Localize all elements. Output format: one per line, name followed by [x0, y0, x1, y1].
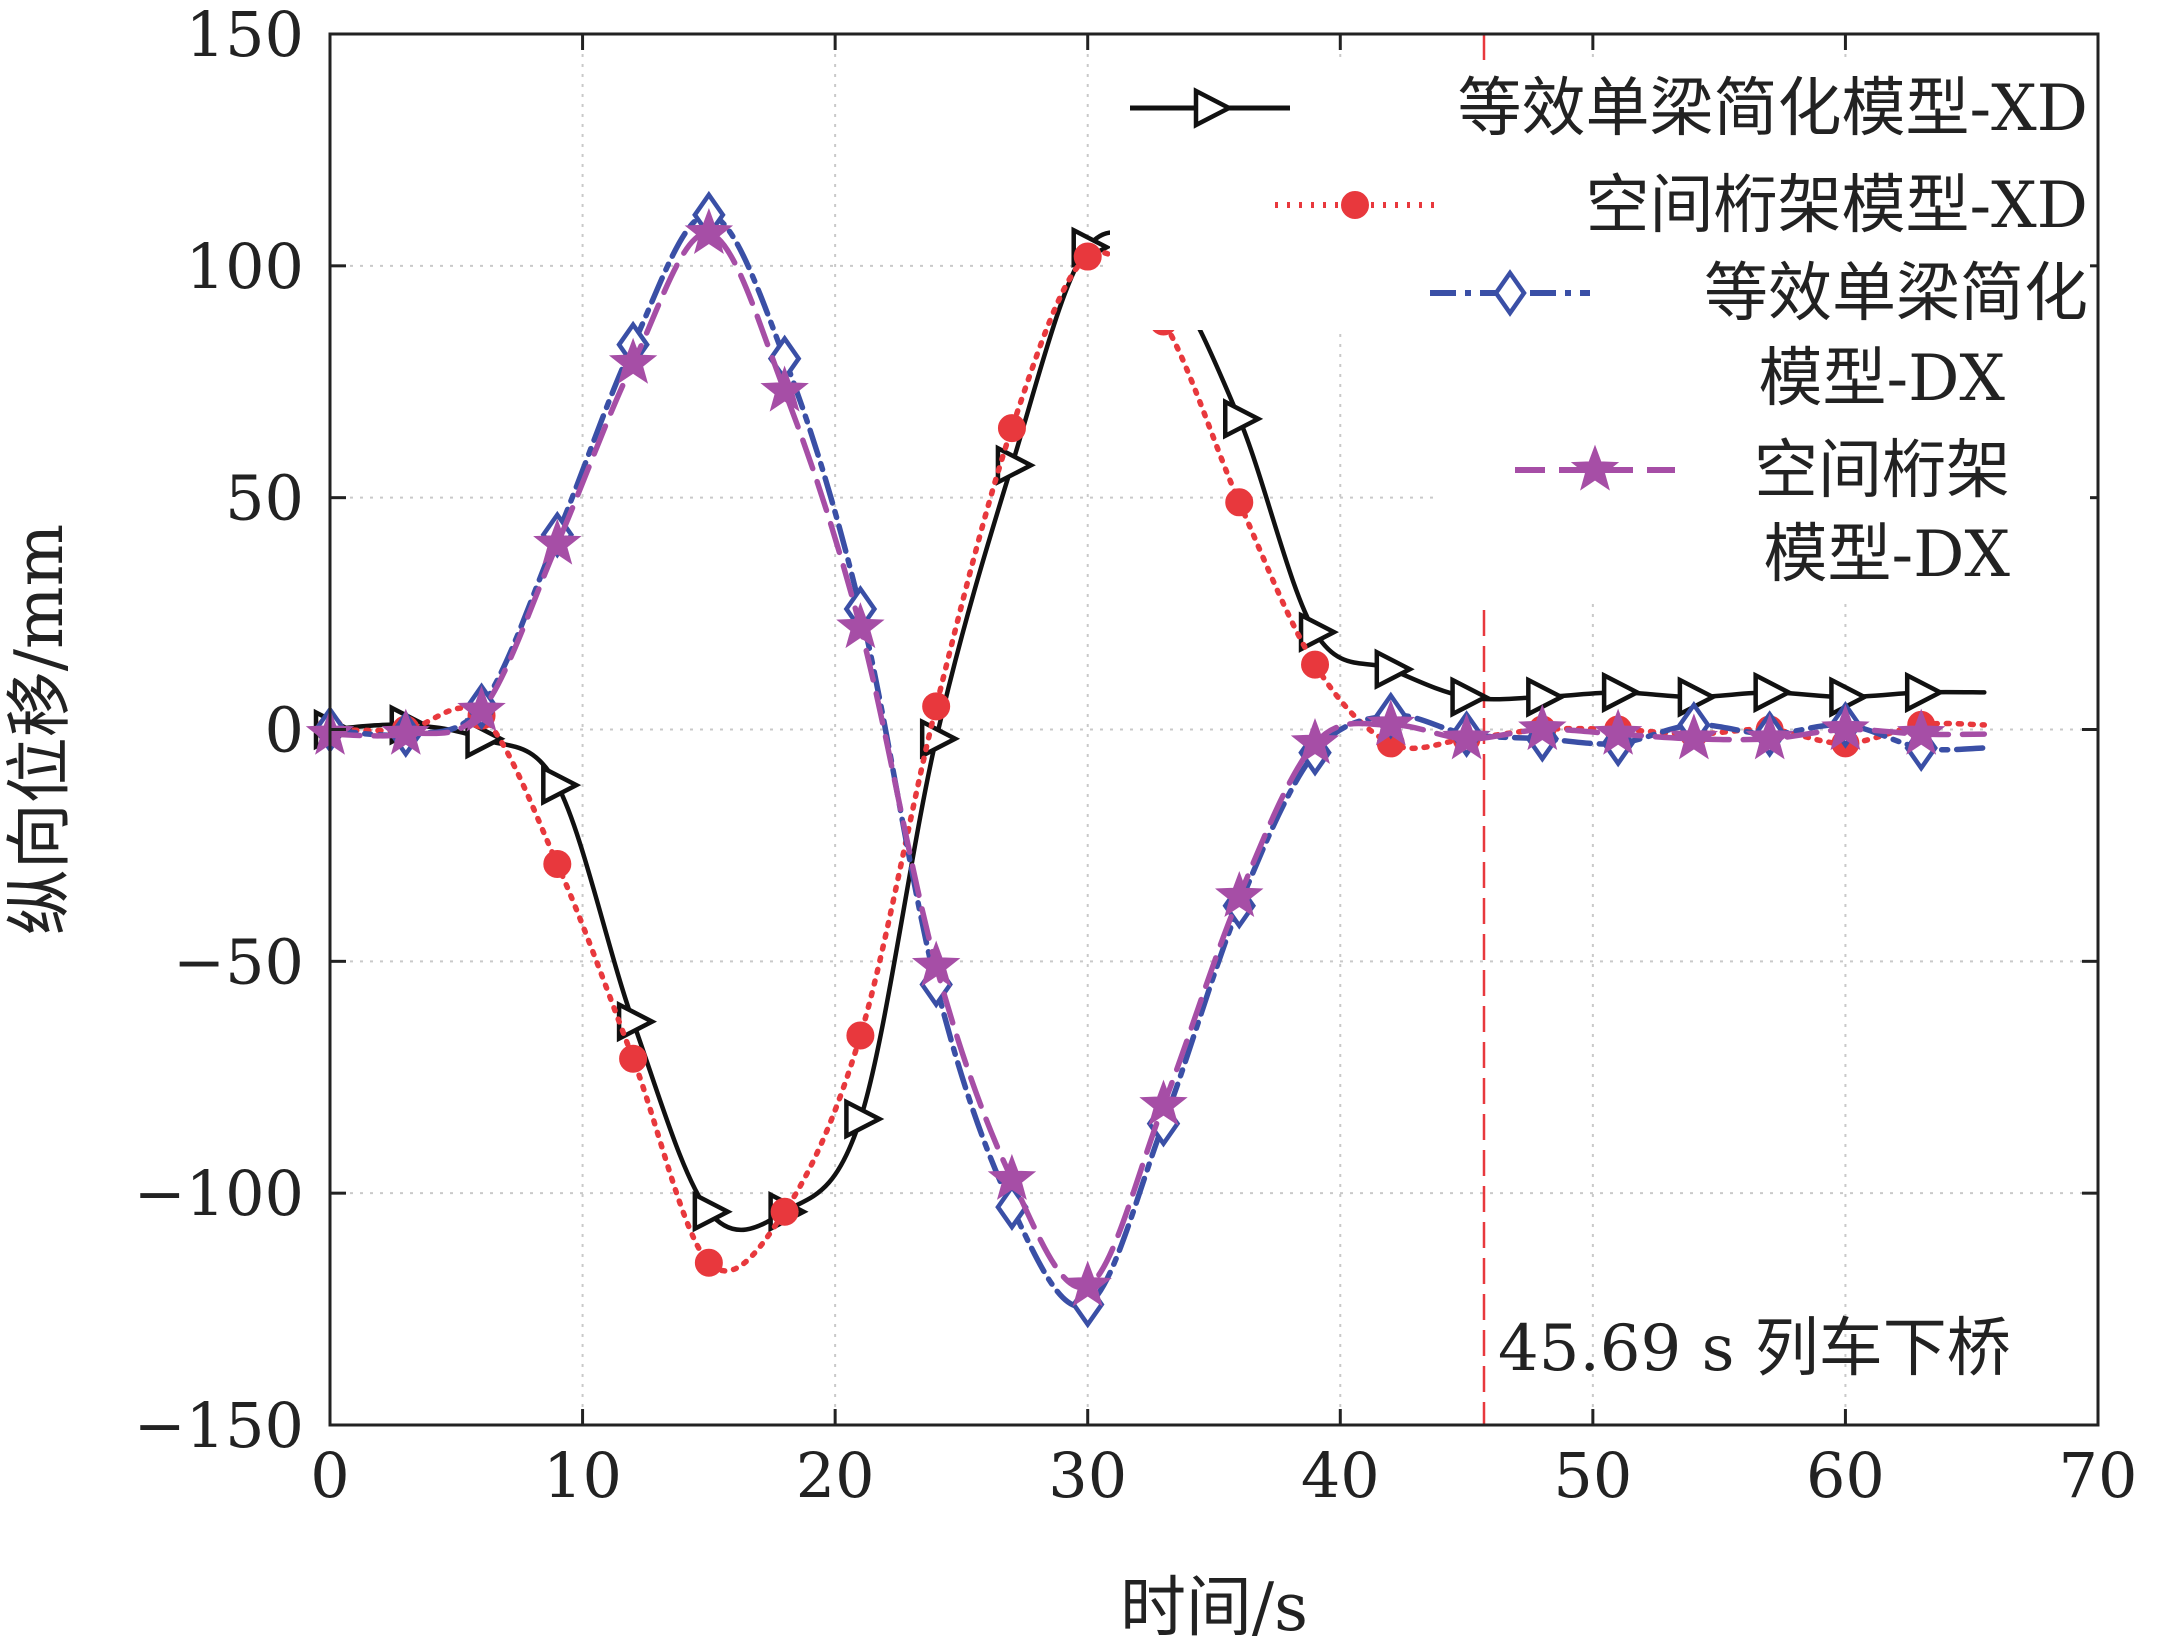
data-point — [692, 1191, 733, 1233]
data-point — [1593, 708, 1643, 755]
data-point — [1139, 1079, 1188, 1126]
data-point — [1518, 704, 1567, 751]
data-point — [1374, 648, 1415, 690]
data-point — [608, 337, 658, 384]
x-axis-title: 时间/s — [1120, 1569, 1308, 1646]
x-tick-label: 50 — [1553, 1439, 1632, 1512]
data-point — [1223, 398, 1264, 440]
legend-entry-4: 空间桁架模型-DX — [1515, 434, 2010, 592]
data-point — [1601, 671, 1643, 714]
data-point — [543, 849, 572, 878]
legend-label: 模型-DX — [1764, 518, 2011, 592]
data-point — [694, 1248, 723, 1277]
data-point — [1897, 708, 1946, 755]
x-tick-label: 30 — [1048, 1439, 1127, 1512]
data-point — [770, 1197, 799, 1226]
data-point — [922, 692, 951, 721]
data-point — [1821, 704, 1870, 751]
data-point — [457, 685, 506, 732]
data-point — [844, 1098, 885, 1140]
data-point — [619, 1044, 648, 1073]
data-point — [1450, 676, 1491, 718]
legend-entry-3: 等效单梁简化模型-DX — [1430, 257, 2088, 416]
data-point — [1290, 717, 1340, 764]
legend-marker — [1193, 87, 1234, 129]
series-line — [327, 212, 1988, 1310]
data-point — [987, 1153, 1037, 1200]
x-tick-label: 40 — [1301, 1439, 1380, 1512]
data-point — [1215, 870, 1264, 917]
data-point — [1753, 671, 1794, 714]
data-point — [465, 718, 506, 760]
data-point — [541, 764, 582, 806]
data-point — [836, 602, 885, 649]
data-point — [1225, 488, 1254, 517]
x-tick-label: 10 — [543, 1439, 622, 1512]
legend-marker — [1493, 269, 1527, 317]
data-point — [1669, 713, 1719, 760]
data-point — [1442, 713, 1491, 760]
legend-label: 等效单梁简化模型-XD — [1458, 72, 2089, 146]
legend-marker — [1570, 444, 1620, 491]
annotation-label: 45.69 s 列车下桥 — [1498, 1312, 2011, 1386]
data-point — [760, 365, 809, 412]
y-tick-label: −150 — [134, 1389, 304, 1462]
data-point — [911, 940, 961, 987]
data-point — [381, 708, 430, 755]
x-tick-label: 20 — [796, 1439, 875, 1512]
legend-marker — [1341, 191, 1369, 219]
y-tick-label: −50 — [173, 925, 304, 998]
legend-label: 空间桁架 — [1754, 434, 2010, 508]
series-4 — [305, 207, 1988, 1307]
x-tick-label: 70 — [2059, 1439, 2138, 1512]
data-point — [1366, 699, 1415, 746]
data-point — [684, 207, 734, 254]
data-point — [995, 444, 1036, 486]
data-point — [846, 1021, 875, 1050]
y-tick-label: 150 — [186, 0, 304, 71]
legend-label: 等效单梁简化 — [1704, 257, 2088, 331]
data-point — [919, 718, 961, 760]
legend-entry-1: 等效单梁简化模型-XD — [1130, 72, 2088, 146]
y-axis-title: 纵向位移/mm — [1, 524, 78, 935]
data-point — [1073, 242, 1102, 271]
x-tick-label: 60 — [1806, 1439, 1885, 1512]
data-point — [1063, 1260, 1112, 1307]
y-tick-label: 0 — [265, 694, 304, 767]
data-point — [1301, 650, 1330, 679]
legend-entry-2: 空间桁架模型-XD — [1275, 169, 2088, 243]
data-point — [1298, 611, 1339, 653]
y-tick-label: 100 — [186, 230, 304, 303]
legend-label: 模型-DX — [1759, 342, 2006, 416]
data-point — [997, 414, 1026, 443]
data-point — [533, 518, 582, 565]
data-point — [1904, 671, 1946, 714]
y-tick-label: −100 — [134, 1157, 304, 1230]
y-tick-label: 50 — [225, 462, 304, 535]
series-layer — [305, 190, 1988, 1329]
data-point — [1526, 676, 1567, 718]
data-point — [1745, 713, 1794, 760]
legend-label: 空间桁架模型-XD — [1586, 169, 2089, 243]
x-tick-label: 0 — [310, 1439, 349, 1512]
